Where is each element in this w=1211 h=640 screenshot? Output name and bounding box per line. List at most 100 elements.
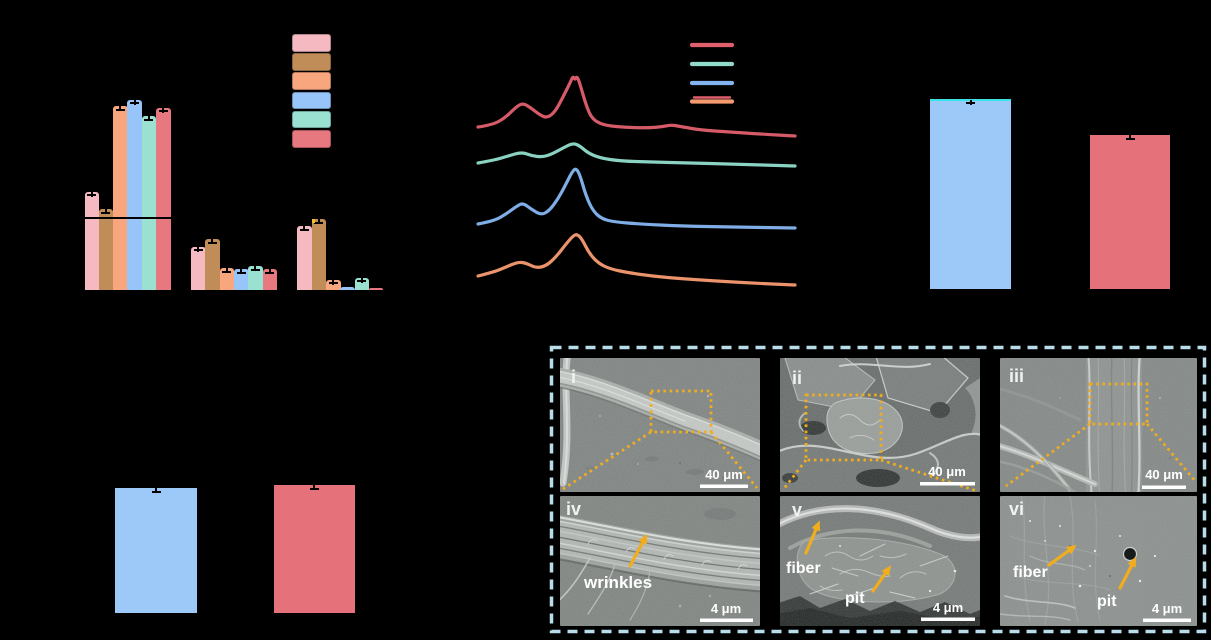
bar — [98, 209, 114, 290]
bar — [340, 287, 355, 290]
bar — [191, 246, 206, 290]
error-cap-stem — [268, 269, 271, 274]
error-cap-stem — [90, 191, 93, 197]
scale-bar-label: 4 μm — [1152, 601, 1182, 616]
scale-bar — [1142, 485, 1186, 489]
bar — [273, 485, 355, 613]
error-cap-tick — [236, 271, 246, 275]
scale-bar-label: 40 μm — [1145, 467, 1183, 482]
annotation-arrow-head — [1065, 544, 1077, 555]
bar — [219, 268, 235, 290]
bar — [115, 488, 197, 613]
zoom-box — [804, 393, 883, 462]
legend-swatch — [292, 34, 331, 52]
sem-panel-label: vi — [1009, 499, 1024, 519]
sem-image-iii — [1000, 358, 1197, 492]
bar — [156, 107, 171, 290]
sem-panel-label: i — [571, 367, 576, 387]
error-cap-tick — [101, 211, 111, 214]
annotation-arrow — [1118, 561, 1135, 590]
annotation-arrow-head — [881, 565, 892, 577]
error-cap-tick — [314, 221, 324, 224]
zoom-connector-line — [562, 430, 652, 491]
scale-bar-label: 4 μm — [933, 600, 963, 615]
sem-image-v — [780, 496, 980, 626]
error-cap-tick — [966, 102, 975, 105]
error-cap-tick — [309, 487, 319, 490]
error-cap-stem — [104, 209, 107, 214]
zoom-box — [649, 389, 713, 434]
bar — [141, 116, 157, 290]
error-cap-tick — [357, 280, 367, 283]
spectrum-curve-2-teal — [476, 142, 797, 168]
bar — [205, 239, 220, 290]
annotation-arrow-head — [811, 520, 821, 532]
zoom-connector-line — [1005, 422, 1091, 488]
bar — [233, 269, 249, 290]
error-cap-tick — [151, 490, 161, 494]
bar — [297, 226, 312, 290]
error-cap-stem — [1129, 135, 1131, 140]
error-cap-tick — [222, 270, 232, 274]
annotation-arrow — [871, 569, 889, 593]
annotation-label: pit — [1097, 593, 1117, 610]
sem-image-iv — [560, 496, 760, 626]
error-cap-stem — [313, 485, 315, 490]
annotation-arrow-head — [638, 533, 648, 545]
panel-c-bar-chart — [840, 0, 1211, 320]
sem-panel-label: v — [792, 500, 802, 520]
error-cap-tick — [299, 228, 309, 231]
bar — [930, 99, 1011, 290]
bar — [325, 279, 341, 290]
spectrum-curve-3-blue — [476, 167, 797, 230]
panel-b-xrd-spectra — [440, 0, 840, 320]
bar — [113, 106, 128, 290]
bar — [127, 99, 143, 290]
error-cap-stem — [332, 279, 335, 285]
scale-bar — [920, 482, 975, 486]
panel-d-bar-chart — [0, 320, 548, 640]
bar — [262, 269, 278, 290]
annotation-label: fiber — [786, 560, 821, 577]
scale-bar — [1143, 618, 1191, 622]
error-cap-tick — [250, 268, 260, 271]
annotation-label: wrinkles — [583, 573, 652, 592]
error-cap-stem — [155, 488, 157, 494]
error-cap-tick — [130, 102, 140, 105]
spectrum-curve-1-red — [476, 75, 797, 138]
sem-panel-label: iv — [566, 499, 581, 519]
annotation-arrow-head — [1127, 556, 1137, 568]
error-cap-tick — [115, 108, 125, 111]
error-cap-stem — [240, 269, 243, 275]
panel-a-grouped-bar-chart — [0, 0, 440, 320]
error-cap-stem — [197, 246, 200, 252]
spectrum-curve-4-orange — [476, 233, 797, 287]
error-cap-stem — [225, 268, 228, 274]
annotation-arrow — [1047, 547, 1073, 567]
scale-bar — [700, 484, 748, 488]
sem-panel-label: ii — [792, 368, 802, 388]
error-cap-stem — [254, 266, 257, 271]
error-cap-stem — [133, 99, 136, 105]
error-cap-tick — [1125, 137, 1135, 140]
sem-panel-label: iii — [1009, 366, 1024, 386]
error-cap-stem — [162, 107, 165, 113]
panel-e-sem-grid: 40 μm 40 μm 40 μm 4 μm 4 μm 4 μm i ii iii iv v vi wr… — [548, 344, 1211, 640]
error-cap-tick — [265, 271, 275, 274]
legend-swatch — [292, 130, 331, 148]
error-cap-stem — [303, 226, 306, 231]
sem-image-ii — [780, 358, 980, 492]
spectra-plot — [476, 42, 797, 287]
scale-bar — [700, 618, 753, 622]
bar — [248, 266, 263, 290]
legend-swatch — [292, 110, 331, 129]
zoom-box — [1088, 382, 1149, 426]
zoom-connector-line — [880, 458, 978, 493]
error-cap-tick — [158, 110, 168, 113]
error-cap-stem — [147, 116, 150, 121]
sem-image-i — [560, 358, 760, 492]
error-cap-tick — [328, 282, 338, 285]
scale-bar-label: 40 μm — [705, 467, 743, 482]
